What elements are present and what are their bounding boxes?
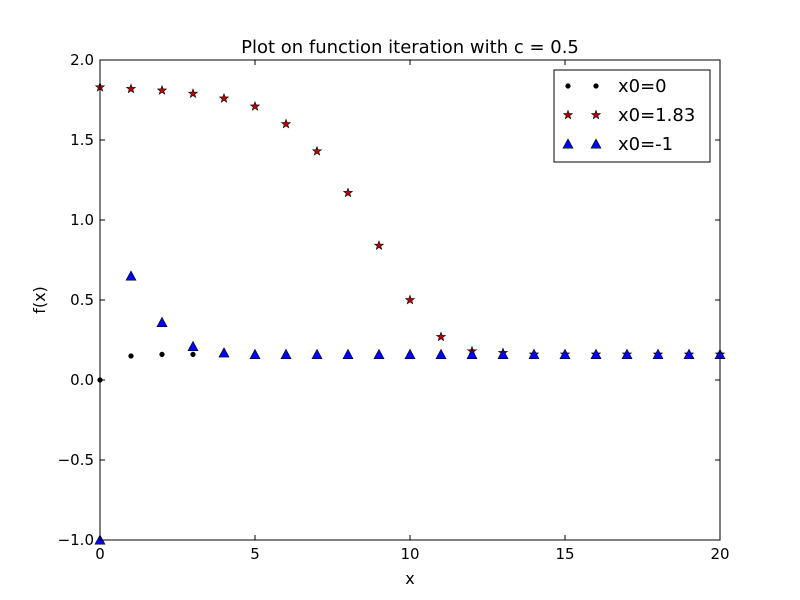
data-point-triangle bbox=[187, 340, 199, 351]
data-point-triangle bbox=[156, 316, 168, 327]
data-point-triangle bbox=[559, 348, 571, 359]
chart-title: Plot on function iteration with c = 0.5 bbox=[241, 37, 579, 58]
data-point-triangle bbox=[373, 348, 385, 359]
legend-box bbox=[553, 69, 711, 163]
data-point-star bbox=[311, 145, 323, 156]
data-point-triangle bbox=[280, 348, 292, 359]
legend-marker bbox=[590, 138, 602, 149]
x-tick-label: 0 bbox=[95, 545, 105, 563]
x-axis-label: x bbox=[405, 569, 414, 588]
plot-frame bbox=[99, 59, 721, 541]
legend-marker bbox=[590, 109, 602, 120]
legend-label: x0=1.83 bbox=[618, 105, 695, 126]
data-point-star bbox=[187, 88, 199, 99]
x-tick-label: 10 bbox=[400, 545, 419, 563]
data-point-triangle bbox=[249, 348, 261, 359]
legend-label: x0=0 bbox=[618, 76, 667, 97]
data-point-triangle bbox=[652, 348, 664, 359]
y-tick-label: −0.5 bbox=[58, 451, 94, 469]
data-point-triangle bbox=[311, 348, 323, 359]
y-tick-label: 2.0 bbox=[70, 51, 94, 69]
y-axis-label: f(x) bbox=[30, 286, 49, 314]
data-point-triangle bbox=[590, 348, 602, 359]
data-point-triangle bbox=[435, 348, 447, 359]
data-point-star bbox=[280, 118, 292, 129]
data-point-triangle bbox=[621, 348, 633, 359]
data-point-star bbox=[125, 83, 137, 94]
data-point-star bbox=[342, 187, 354, 198]
legend-label: x0=-1 bbox=[618, 134, 673, 155]
data-point-dot bbox=[190, 351, 196, 358]
y-tick-label: 1.0 bbox=[70, 211, 94, 229]
data-point-triangle bbox=[125, 270, 137, 281]
y-tick-label: −1.0 bbox=[58, 531, 94, 549]
x-tick-label: 15 bbox=[555, 545, 574, 563]
data-point-dot bbox=[159, 351, 165, 358]
data-point-triangle bbox=[528, 348, 540, 359]
x-tick-label: 5 bbox=[250, 545, 260, 563]
plot-markers bbox=[94, 81, 726, 545]
axis-ticks: 0 5 10 15 20 −1.0 −0.5 0.0 0.5 1.0 1.5 2.0 bbox=[58, 51, 730, 563]
legend-marker bbox=[565, 83, 571, 89]
data-point-triangle bbox=[404, 348, 416, 359]
y-tick-label: 0.5 bbox=[70, 291, 94, 309]
data-point-triangle bbox=[683, 348, 695, 359]
legend-marker bbox=[562, 109, 574, 120]
data-point-star bbox=[373, 240, 385, 251]
data-point-star bbox=[218, 92, 230, 103]
legend: x0=0 x0=1.83 x0=-1 bbox=[553, 69, 711, 163]
legend-marker bbox=[562, 138, 574, 149]
data-point-star bbox=[435, 331, 447, 342]
data-point-triangle bbox=[466, 348, 478, 359]
data-point-dot bbox=[128, 353, 134, 359]
y-tick-label: 1.5 bbox=[70, 131, 94, 149]
data-point-star bbox=[404, 294, 416, 305]
data-point-triangle bbox=[497, 348, 509, 359]
y-tick-label: 0.0 bbox=[70, 371, 94, 389]
data-point-triangle bbox=[218, 347, 230, 358]
x-tick-label: 20 bbox=[710, 545, 729, 563]
data-point-star bbox=[156, 84, 168, 95]
data-point-star bbox=[249, 100, 261, 111]
legend-marker bbox=[593, 83, 599, 89]
data-point-triangle bbox=[342, 348, 354, 359]
